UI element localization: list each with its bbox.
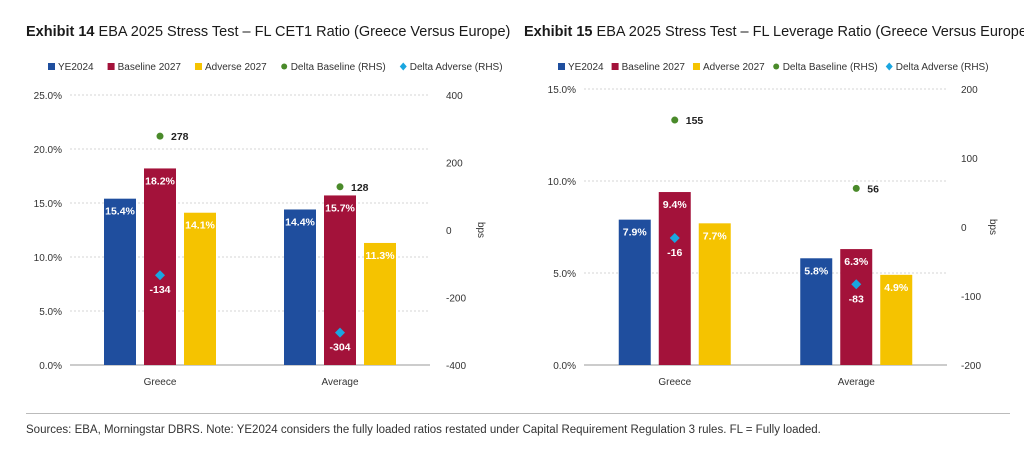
bar — [698, 223, 731, 365]
delta-baseline-label: 278 — [171, 131, 189, 143]
y2-tick-label: -400 — [446, 361, 466, 372]
exhibit-15-title: Exhibit 15 EBA 2025 Stress Test – FL Lev… — [524, 24, 1024, 40]
legend-marker-4 — [885, 62, 893, 71]
exhibit-15-label: Exhibit 15 — [524, 24, 593, 40]
legend-swatch-0 — [48, 63, 55, 70]
footnote: Sources: EBA, Morningstar DBRS. Note: YE… — [26, 424, 821, 436]
bar-data-label: 9.4% — [663, 199, 688, 211]
legend-label-0: YE2024 — [58, 62, 94, 73]
bar-data-label: 15.4% — [105, 206, 135, 218]
legend-marker-3 — [281, 63, 288, 70]
y-tick-label: 15.0% — [34, 199, 62, 210]
bar-data-label: 14.1% — [185, 220, 215, 232]
cet1-ratio-chart: YE2024 Baseline 2027 Adverse 2027 Delta Bas… — [34, 62, 503, 388]
y2-tick-label: -200 — [446, 294, 466, 305]
legend-swatch-0 — [558, 63, 565, 70]
category-label: Average — [838, 377, 876, 388]
y-tick-label: 15.0% — [548, 85, 576, 96]
delta-baseline-point — [852, 184, 860, 192]
y-tick-label: 20.0% — [34, 145, 62, 156]
legend-label-1: Baseline 2027 — [622, 62, 686, 73]
category-label: Greece — [144, 377, 177, 388]
delta-baseline-point — [156, 132, 164, 140]
delta-baseline-label: 56 — [867, 183, 879, 195]
bar — [880, 274, 913, 365]
bar — [658, 192, 691, 365]
bar-data-label: 7.9% — [623, 227, 648, 239]
bar-data-label: 6.3% — [844, 256, 869, 268]
delta-adverse-point — [155, 270, 165, 281]
delta-adverse-point — [335, 327, 345, 338]
y2-tick-label: -200 — [961, 361, 981, 372]
legend-marker-4 — [399, 62, 407, 71]
y2-axis-label: bps — [475, 222, 486, 238]
y-tick-label: 5.0% — [39, 307, 62, 318]
legend-label-0: YE2024 — [568, 62, 604, 73]
legend-label-2: Adverse 2027 — [703, 62, 765, 73]
bar — [840, 249, 873, 365]
delta-adverse-label: -16 — [667, 247, 682, 259]
bar-data-label: 14.4% — [285, 216, 315, 228]
legend-marker-3 — [773, 63, 780, 70]
delta-adverse-point — [669, 233, 680, 244]
bar-data-label: 11.3% — [365, 250, 395, 262]
y-tick-label: 5.0% — [553, 269, 576, 280]
legend-label-4: Delta Adverse (RHS) — [410, 62, 503, 73]
bar — [324, 195, 356, 365]
bar — [284, 209, 316, 365]
delta-baseline-label: 128 — [351, 182, 369, 194]
y-tick-label: 10.0% — [34, 253, 62, 264]
y2-axis-label: bps — [987, 219, 998, 235]
y2-tick-label: 200 — [446, 159, 463, 170]
bar-data-label: 7.7% — [703, 230, 728, 242]
legend-swatch-1 — [107, 63, 115, 70]
y2-tick-label: 400 — [446, 91, 463, 102]
legend-swatch-1 — [611, 63, 619, 70]
delta-adverse-label: -304 — [329, 342, 350, 354]
y2-tick-label: 100 — [961, 154, 978, 165]
exhibit-14-text: EBA 2025 Stress Test – FL CET1 Ratio (Gr… — [98, 24, 511, 40]
delta-adverse-point — [851, 279, 862, 290]
footnote-divider — [26, 413, 1010, 414]
legend-label-3: Delta Baseline (RHS) — [291, 62, 386, 73]
bar-data-label: 5.8% — [804, 265, 829, 277]
legend-swatch-2 — [692, 63, 700, 70]
delta-baseline-point — [671, 116, 679, 124]
delta-baseline-label: 155 — [686, 115, 704, 127]
exhibit-15-text: EBA 2025 Stress Test – FL Leverage Ratio… — [596, 24, 1024, 40]
category-label: Greece — [658, 377, 691, 388]
legend-swatch-2 — [194, 63, 202, 70]
bar-data-label: 4.9% — [884, 282, 909, 294]
bar — [104, 198, 136, 365]
y2-tick-label: 200 — [961, 85, 978, 96]
delta-adverse-label: -134 — [149, 284, 170, 296]
legend-label-1: Baseline 2027 — [118, 62, 182, 73]
y-tick-label: 25.0% — [34, 91, 62, 102]
legend-label-3: Delta Baseline (RHS) — [783, 62, 878, 73]
category-label: Average — [321, 377, 359, 388]
bar — [364, 242, 396, 365]
y-tick-label: 0.0% — [553, 361, 576, 372]
y2-tick-label: 0 — [446, 226, 452, 237]
exhibit-14-label: Exhibit 14 — [26, 24, 95, 40]
bar — [618, 219, 651, 365]
bar — [184, 212, 216, 365]
y2-tick-label: -100 — [961, 292, 981, 303]
y-tick-label: 0.0% — [39, 361, 62, 372]
y2-tick-label: 0 — [961, 223, 967, 234]
delta-adverse-label: -83 — [849, 293, 864, 305]
bar-data-label: 15.7% — [325, 202, 355, 214]
y-tick-label: 10.0% — [548, 177, 576, 188]
bar-data-label: 18.2% — [145, 175, 175, 187]
exhibit-14-title: Exhibit 14 EBA 2025 Stress Test – FL CET… — [26, 24, 510, 40]
bar — [800, 258, 833, 365]
bar — [144, 168, 176, 365]
legend-label-4: Delta Adverse (RHS) — [896, 62, 989, 73]
leverage-ratio-chart: YE2024 Baseline 2027 Adverse 2027 Delta Bas… — [548, 62, 998, 388]
delta-baseline-point — [336, 183, 344, 191]
legend-label-2: Adverse 2027 — [205, 62, 267, 73]
